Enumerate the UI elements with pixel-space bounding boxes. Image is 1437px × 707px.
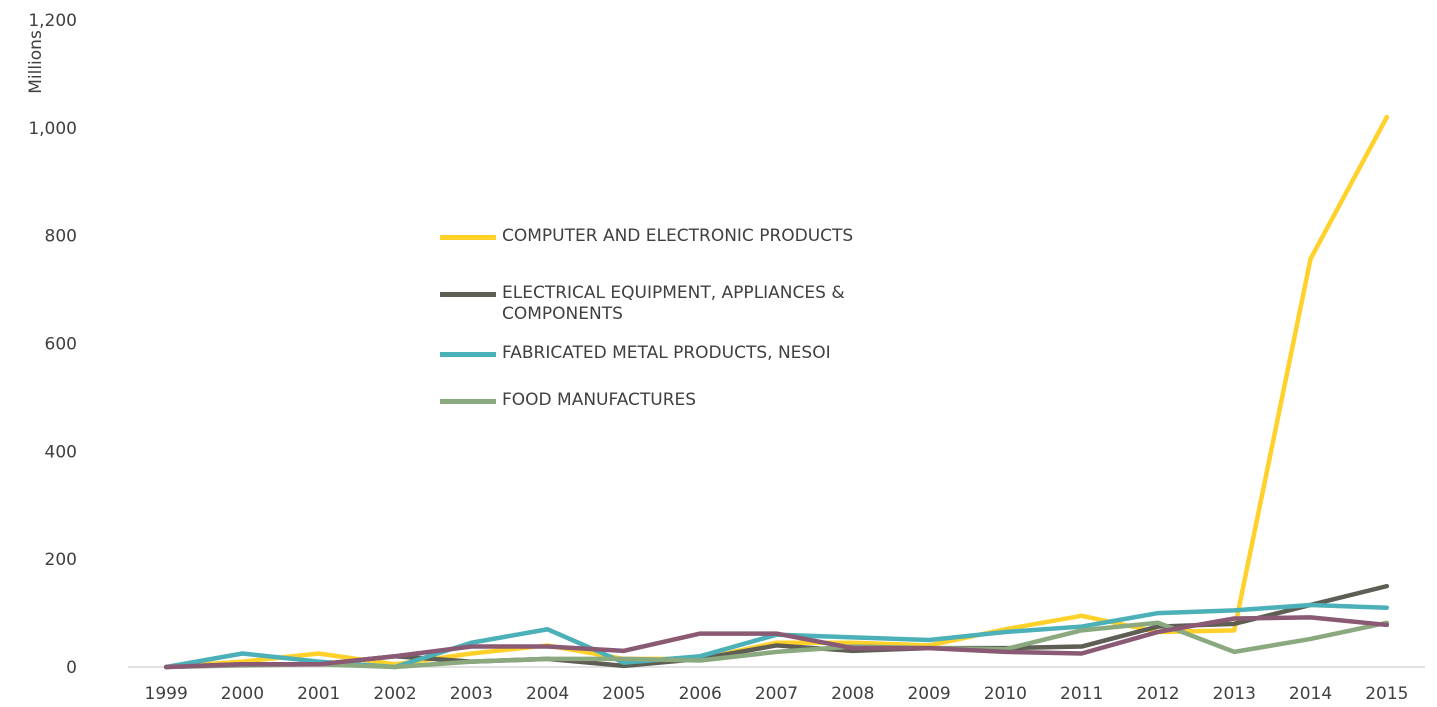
x-tick-labels: 1999 2000 2001 2002 2003 2004 2005 2006 2007 2008… [145,684,1409,704]
x-tick-label: 2012 [1136,684,1179,704]
y-tick-label: 0 [66,658,77,678]
x-tick-label: 2009 [907,684,950,704]
x-tick-label: 2010 [984,684,1027,704]
legend-swatch [440,292,496,297]
legend-item: FABRICATED METAL PRODUCTS, NESOI [440,343,980,364]
x-tick-label: 2013 [1213,684,1256,704]
series-line-4 [163,620,1390,670]
legend-item: FOOD MANUFACTURES [440,390,980,411]
legend-label: FOOD MANUFACTURES [502,390,697,410]
x-tick-label: 2001 [297,684,340,704]
legend-label: COMPUTER AND ELECTRONIC PRODUCTS [502,226,854,246]
y-axis-label: Millions [26,30,46,94]
y-tick-label: 1,200 [28,11,77,31]
x-tick-label: 2014 [1289,684,1332,704]
x-tick-label: 1999 [145,684,188,704]
legend-swatch [440,235,496,240]
x-tick-label: 2006 [679,684,722,704]
y-tick-label: 200 [45,550,77,570]
legend-item: ELECTRICAL EQUIPMENT, APPLIANCES & COMPO… [440,283,980,325]
x-tick-label: 2005 [602,684,645,704]
y-tick-labels: 0 200 400 600 800 1,000 1,200 [28,11,77,678]
x-tick-label: 2004 [526,684,569,704]
series-line-5 [163,615,1390,670]
x-tick-label: 2008 [831,684,874,704]
legend-swatch [440,399,496,404]
legend-item: COMPUTER AND ELECTRONIC PRODUCTS [440,226,980,247]
y-tick-label: 800 [45,227,77,247]
x-tick-label: 2007 [755,684,798,704]
x-tick-label: 2000 [221,684,264,704]
y-tick-label: 400 [45,442,77,462]
legend-label: FABRICATED METAL PRODUCTS, NESOI [502,343,831,363]
x-tick-label: 2011 [1060,684,1103,704]
x-tick-label: 2002 [373,684,416,704]
legend-swatch [440,352,496,357]
y-tick-label: 600 [45,335,77,355]
series-line-2 [163,583,1390,670]
legend-label: ELECTRICAL EQUIPMENT, APPLIANCES & COMPO… [502,283,845,324]
x-tick-label: 2003 [450,684,493,704]
series-lines [163,114,1390,670]
x-tick-label: 2015 [1365,684,1408,704]
y-tick-label: 1,000 [28,119,77,139]
